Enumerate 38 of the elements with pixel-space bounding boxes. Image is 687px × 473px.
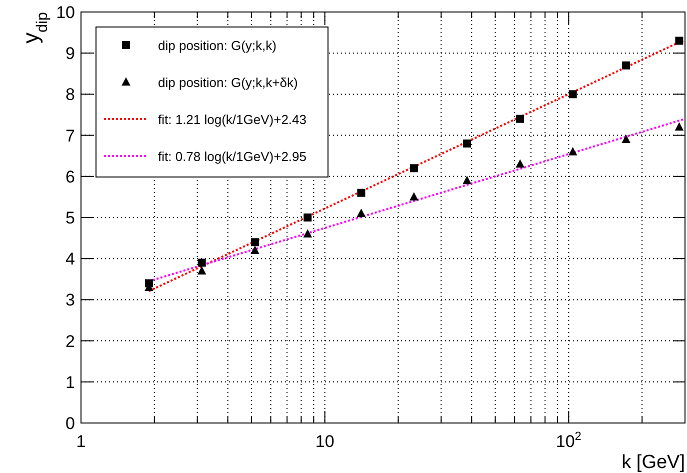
point <box>250 238 259 246</box>
legend-label: dip position: G(y;k,k+δk) <box>158 75 298 90</box>
legend-label: fit: 1.21 log(k/1GeV)+2.43 <box>158 112 307 127</box>
point <box>303 229 312 238</box>
legend-label: dip position: G(y;k,k) <box>158 38 276 53</box>
point <box>250 246 260 254</box>
y-tick-label: 6 <box>66 167 75 186</box>
point <box>675 36 684 45</box>
x-tick-label: 10 <box>315 432 334 451</box>
point <box>462 176 472 184</box>
x-axis-title: k [GeV] <box>622 452 685 473</box>
x-tick-label: 10$^{2}$ <box>556 429 582 451</box>
y-tick-label: 0 <box>66 414 75 433</box>
legend-label: fit: 0.78 log(k/1GeV)+2.95 <box>158 149 307 164</box>
point <box>304 214 312 222</box>
point <box>622 134 630 144</box>
point <box>516 159 524 168</box>
y-tick-label: 10 <box>56 3 75 22</box>
y-tick-label: 7 <box>66 126 75 146</box>
point <box>356 208 366 217</box>
y-tick-label: 2 <box>66 332 75 351</box>
point <box>463 140 472 148</box>
y-tick-label: 5 <box>66 208 75 228</box>
point <box>197 266 206 275</box>
point <box>516 114 524 123</box>
y-tick-label: 1 <box>66 372 75 392</box>
point <box>357 188 366 197</box>
y-tick-label: 8 <box>66 85 75 104</box>
y-tick-label: 4 <box>66 250 75 269</box>
point <box>410 164 418 172</box>
point <box>568 146 578 156</box>
y-tick-label: 3 <box>66 290 75 310</box>
point <box>410 192 418 201</box>
point <box>198 258 206 267</box>
point <box>674 122 684 131</box>
point <box>568 90 577 98</box>
point <box>622 61 630 70</box>
y-tick-label: 9 <box>66 44 75 64</box>
